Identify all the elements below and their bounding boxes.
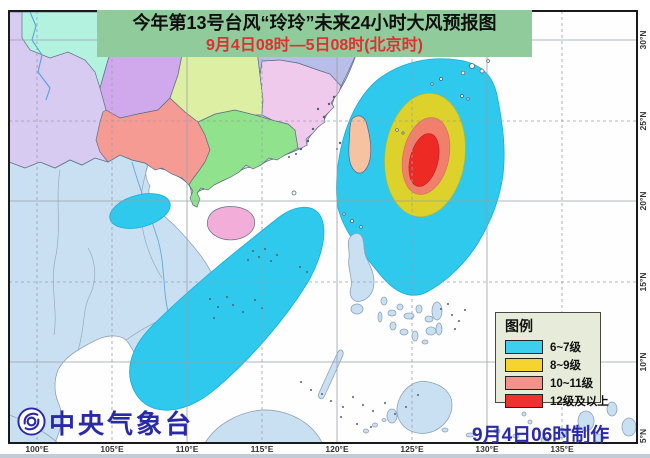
title-banner: 今年第13号台风“玲玲”未来24小时大风预报图 9月4日08时—5日08时(北京…: [97, 10, 532, 57]
axis-label-lat: 30°N: [638, 30, 648, 50]
legend-swatch-12plus: [505, 393, 543, 408]
river-china: [29, 11, 51, 101]
legend-label: 8~9级: [550, 359, 582, 372]
axis-label-lon: 105°E: [100, 444, 124, 454]
wind-area-12plus: [408, 133, 440, 187]
islands-southeast: [441, 401, 637, 443]
axis-label-lon: 135°E: [550, 444, 574, 454]
legend-label: 10~11级: [550, 377, 594, 390]
wind-area-6-7-hainan: [109, 193, 171, 229]
wind-area-6-7-south: [129, 206, 325, 411]
wind-areas: [109, 58, 505, 411]
legend-label: 6~7级: [550, 341, 582, 354]
axis-label-lon: 125°E: [400, 444, 424, 454]
legend-title: 图例: [505, 318, 533, 334]
cma-logo-icon: [17, 407, 46, 436]
gridlines: [9, 11, 637, 443]
bottom-edge-strip: [0, 454, 650, 458]
legend-item: 12级及以上: [505, 392, 609, 409]
legend-swatch-8-9: [505, 357, 543, 372]
axis-label-lat: 20°N: [638, 191, 648, 211]
legend-item: 6~7级: [505, 338, 600, 355]
axis-label-lat: 10°N: [638, 352, 648, 372]
legend-label: 12级及以上: [550, 395, 609, 408]
legend-item: 8~9级: [505, 356, 600, 373]
legend-swatch-10-11: [505, 375, 543, 390]
legend-box: 图例 6~7级 8~9级 10~11级 12级及以上: [495, 312, 609, 408]
agency-name: 中央气象台: [49, 409, 195, 439]
island-specks: [209, 95, 466, 428]
produced-time: 9月4日06时制作: [472, 425, 610, 446]
axis-label-lon: 115°E: [250, 444, 274, 454]
axis-label-lon: 120°E: [325, 444, 349, 454]
islets-on-wind-area: [291, 59, 490, 229]
taiwan-island: [348, 115, 372, 174]
axis-label-lon: 130°E: [475, 444, 499, 454]
china-provinces: [21, 11, 361, 241]
axis-label-lat: 25°N: [638, 111, 648, 131]
map-title: 今年第13号台风“玲玲”未来24小时大风预报图: [132, 13, 497, 33]
axis-label-lat: 5°N: [638, 428, 648, 444]
axis-label-lat: 15°N: [638, 272, 648, 292]
legend-swatch-6-7: [505, 339, 543, 354]
axis-label-lon: 100°E: [25, 444, 49, 454]
legend-item: 10~11级: [505, 374, 600, 391]
axis-label-lon: 110°E: [175, 444, 199, 454]
map-subtitle: 9月4日08时—5日08时(北京时): [206, 37, 423, 54]
